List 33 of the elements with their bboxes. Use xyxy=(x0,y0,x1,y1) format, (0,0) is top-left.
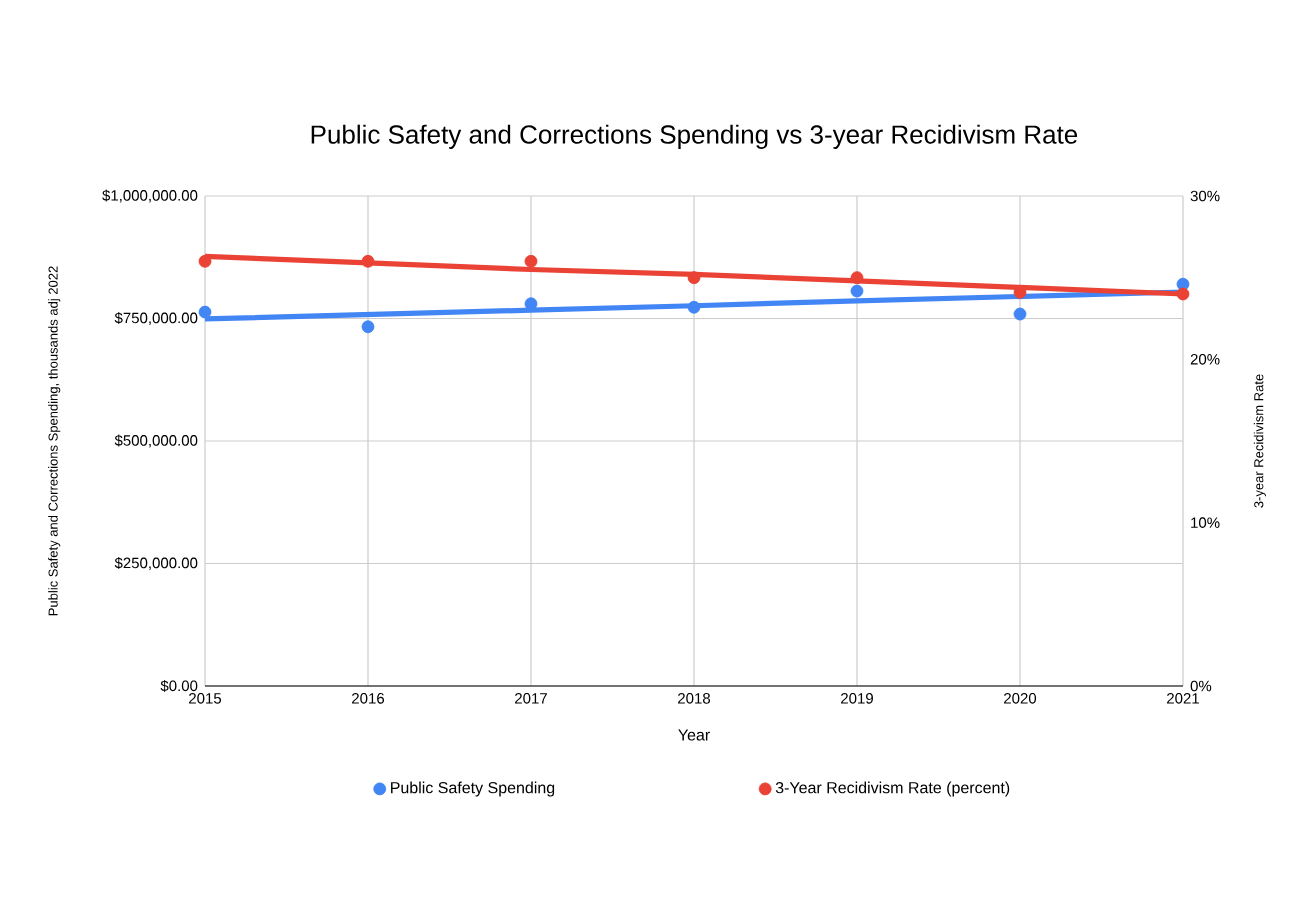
x-tick-label: 2015 xyxy=(189,693,222,704)
y-tick-label: $0.00 xyxy=(160,679,198,693)
point xyxy=(687,271,701,285)
y2-tick-label: 0% xyxy=(1190,680,1212,692)
x-tick-label: 2018 xyxy=(678,693,711,704)
y-axis-title: Public Safety and Corrections Spending, thousands adj 2022 xyxy=(48,266,61,616)
legend-label: 3-Year Recidivism Rate (percent) xyxy=(775,781,1010,797)
legend-label: Public Safety Spending xyxy=(391,781,555,797)
y-tick-label: $500,000.00 xyxy=(114,434,198,448)
y2-tick-label: 30% xyxy=(1190,190,1220,202)
y-tick-label: $750,000.00 xyxy=(114,311,198,325)
x-tick-label: 2019 xyxy=(841,693,873,704)
x-tick-label: 2021 xyxy=(1167,693,1199,704)
point xyxy=(198,254,212,268)
point xyxy=(361,320,375,334)
point xyxy=(850,271,864,285)
point xyxy=(687,300,701,314)
y-tick-label: $250,000.00 xyxy=(114,556,198,570)
point xyxy=(1013,307,1027,321)
point xyxy=(524,254,538,268)
x-tick-label: 2017 xyxy=(515,693,547,704)
point xyxy=(198,305,212,319)
x-tick-label: 2016 xyxy=(352,693,385,704)
point xyxy=(361,254,375,268)
y2-tick-label: 20% xyxy=(1190,354,1220,365)
chart-title: Public Safety and Corrections Spending vs 3-year Recidivism Rate xyxy=(311,124,1078,149)
y2-tick-label: 10% xyxy=(1191,517,1220,528)
x-axis-title: Year xyxy=(678,729,710,741)
point xyxy=(1176,287,1190,301)
x-tick-label: 2020 xyxy=(1004,693,1037,704)
y-tick-label: $1,000,000.00 xyxy=(102,189,198,203)
point xyxy=(850,284,864,298)
y2-axis-title: 3-year Recidivism Rate xyxy=(1253,374,1266,508)
